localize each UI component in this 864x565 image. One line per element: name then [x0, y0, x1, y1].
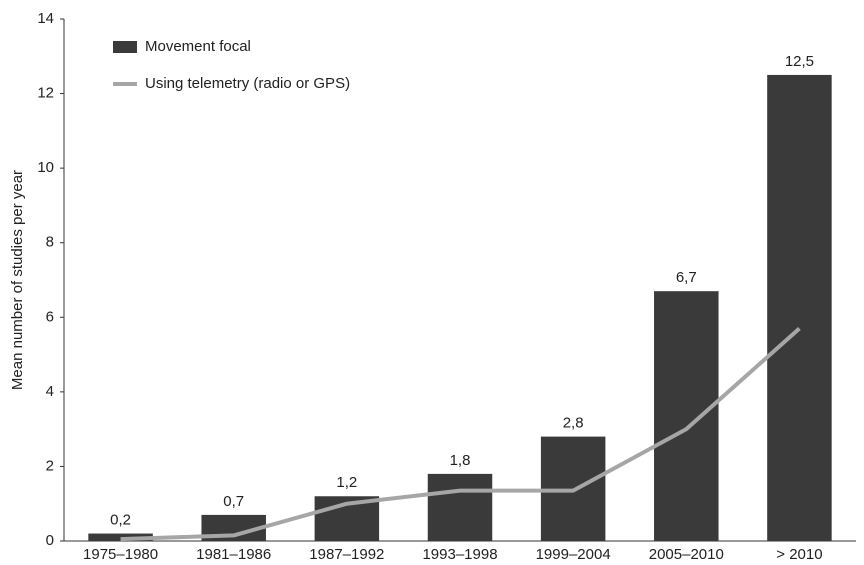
legend-label: Movement focal — [145, 38, 251, 55]
y-tick-label: 8 — [46, 234, 54, 251]
x-tick-label: 1975–1980 — [83, 546, 158, 563]
y-tick-label: 2 — [46, 457, 54, 474]
bar — [767, 74, 832, 541]
data-label: 2,8 — [563, 415, 584, 432]
x-tick-label: 1987–1992 — [309, 546, 384, 563]
y-tick-label: 12 — [37, 85, 54, 102]
data-label: 12,5 — [785, 53, 814, 70]
legend-label: Using telemetry (radio or GPS) — [145, 75, 350, 92]
data-label: 1,2 — [336, 474, 357, 491]
y-tick-label: 4 — [46, 383, 54, 400]
data-label: 1,8 — [450, 452, 471, 469]
x-tick-label: 1999–2004 — [536, 546, 611, 563]
y-tick-label: 14 — [37, 10, 54, 27]
x-tick-label: 2005–2010 — [649, 546, 724, 563]
data-label: 0,2 — [110, 512, 131, 529]
x-tick-label: > 2010 — [776, 546, 822, 563]
y-axis-label: Mean number of studies per year — [9, 170, 26, 390]
y-tick-label: 6 — [46, 308, 54, 325]
x-tick-label: 1981–1986 — [196, 546, 271, 563]
data-label: 0,7 — [223, 493, 244, 510]
bar — [654, 291, 719, 541]
y-tick-label: 0 — [46, 532, 54, 549]
line — [120, 326, 801, 542]
data-label: 6,7 — [676, 269, 697, 286]
y-tick-label: 10 — [37, 159, 54, 176]
x-tick-label: 1993–1998 — [422, 546, 497, 563]
bar — [427, 473, 493, 541]
legend-swatch — [113, 41, 137, 53]
